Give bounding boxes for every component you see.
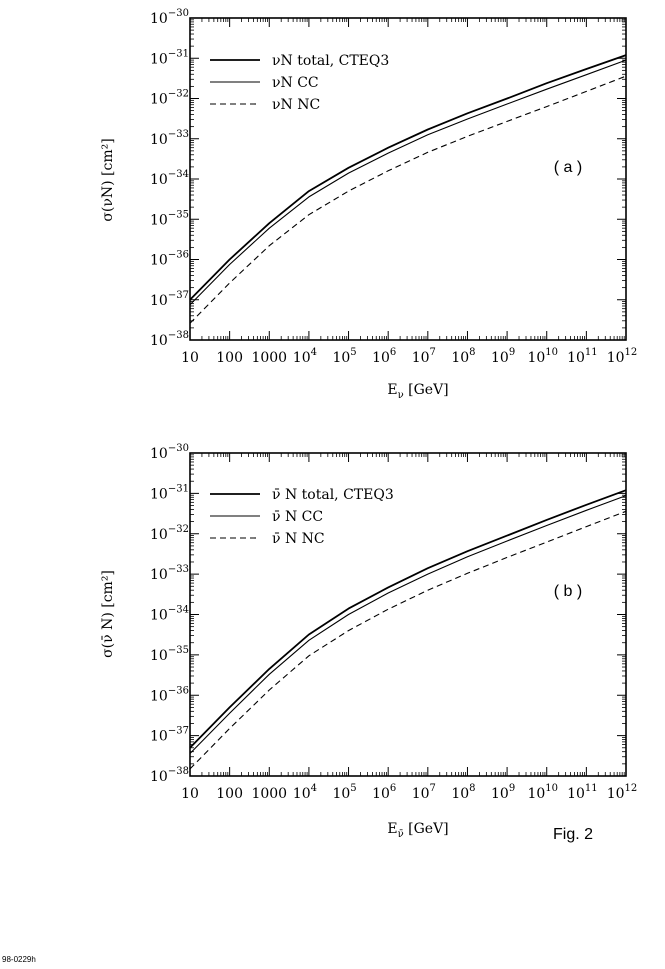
x-tick-label: 108 xyxy=(451,347,475,366)
x-tick-label: 1011 xyxy=(567,347,598,366)
y-axis-label: σ(ν̄ N) [cm²] xyxy=(100,570,116,658)
series-line-2 xyxy=(189,59,627,306)
y-tick-label: 10−38 xyxy=(150,766,189,785)
x-tick-label: 109 xyxy=(491,347,515,366)
x-tick-label: 107 xyxy=(412,783,436,802)
x-tick-label: 1010 xyxy=(527,783,558,802)
plot-frame xyxy=(189,17,627,341)
y-tick-label: 10−30 xyxy=(150,8,189,27)
chart-panel-a: 10 100 1000 104 105 106 107 108 109 1010 1011 1012 1… xyxy=(100,8,637,401)
x-tick-label: 106 xyxy=(372,347,396,366)
y-axis-label: σ(νN) [cm²] xyxy=(100,138,116,221)
legend-label: νN total, CTEQ3 xyxy=(272,53,389,69)
x-tick-label: 1010 xyxy=(527,347,558,366)
x-axis-label: Eν [GeV] xyxy=(387,382,448,401)
y-tick-label: 10−33 xyxy=(150,564,189,583)
x-tick-label: 1000 xyxy=(251,786,287,802)
footer-code: 98-0229h xyxy=(2,955,36,964)
x-tick-label: 104 xyxy=(293,347,317,366)
series-line-2 xyxy=(189,495,627,754)
x-tick-label: 1011 xyxy=(567,783,598,802)
y-tick-label: 10−37 xyxy=(150,290,189,309)
x-tick-label: 100 xyxy=(216,786,243,802)
y-tick-label: 10−32 xyxy=(150,89,189,108)
y-tick-label: 10−31 xyxy=(150,48,189,67)
x-tick-label: 109 xyxy=(491,783,515,802)
x-tick-label: 10 xyxy=(181,786,199,802)
y-tick-label: 10−38 xyxy=(150,330,189,349)
x-tick-label: 1000 xyxy=(251,350,287,366)
y-tick-label: 10−30 xyxy=(150,443,189,462)
legend-label: νN NC xyxy=(272,97,320,113)
chart-panel-b: 10 100 1000 104 105 106 107 108 109 1010 1011 1012 1… xyxy=(100,443,637,840)
x-tick-label: 1012 xyxy=(607,783,638,802)
x-tick-label: 105 xyxy=(332,347,356,366)
y-tick-label: 10−31 xyxy=(150,483,189,502)
y-tick-label: 10−36 xyxy=(150,250,189,269)
x-tick-label: 1012 xyxy=(607,347,638,366)
x-tick-label: 107 xyxy=(412,347,436,366)
legend-label: ν̄ N NC xyxy=(272,531,325,547)
series-line-1 xyxy=(189,54,627,301)
series-line-1 xyxy=(189,489,627,749)
legend-label: νN CC xyxy=(272,75,319,91)
x-tick-label: 105 xyxy=(332,783,356,802)
figure-label: Fig. 2 xyxy=(553,826,594,843)
x-tick-label: 10 xyxy=(181,350,199,366)
y-tick-label: 10−34 xyxy=(150,169,189,188)
series-line-3 xyxy=(189,75,627,324)
series-line-3 xyxy=(189,510,627,770)
legend-label: ν̄ N total, CTEQ3 xyxy=(272,487,394,503)
y-tick-label: 10−34 xyxy=(150,605,189,624)
x-axis-label: Eν̄ [GeV] xyxy=(387,821,448,840)
y-tick-label: 10−35 xyxy=(150,209,189,228)
x-tick-label: 108 xyxy=(451,783,475,802)
panel-label: ( b ) xyxy=(554,583,582,600)
y-tick-label: 10−35 xyxy=(150,645,189,664)
y-tick-label: 10−32 xyxy=(150,524,189,543)
plot-frame xyxy=(189,452,627,777)
y-tick-label: 10−33 xyxy=(150,129,189,148)
legend-label: ν̄ N CC xyxy=(272,509,323,525)
y-tick-label: 10−37 xyxy=(150,726,189,745)
x-tick-label: 100 xyxy=(216,350,243,366)
y-tick-label: 10−36 xyxy=(150,685,189,704)
panel-label: ( a ) xyxy=(554,159,582,176)
x-tick-label: 106 xyxy=(372,783,396,802)
x-tick-label: 104 xyxy=(293,783,317,802)
